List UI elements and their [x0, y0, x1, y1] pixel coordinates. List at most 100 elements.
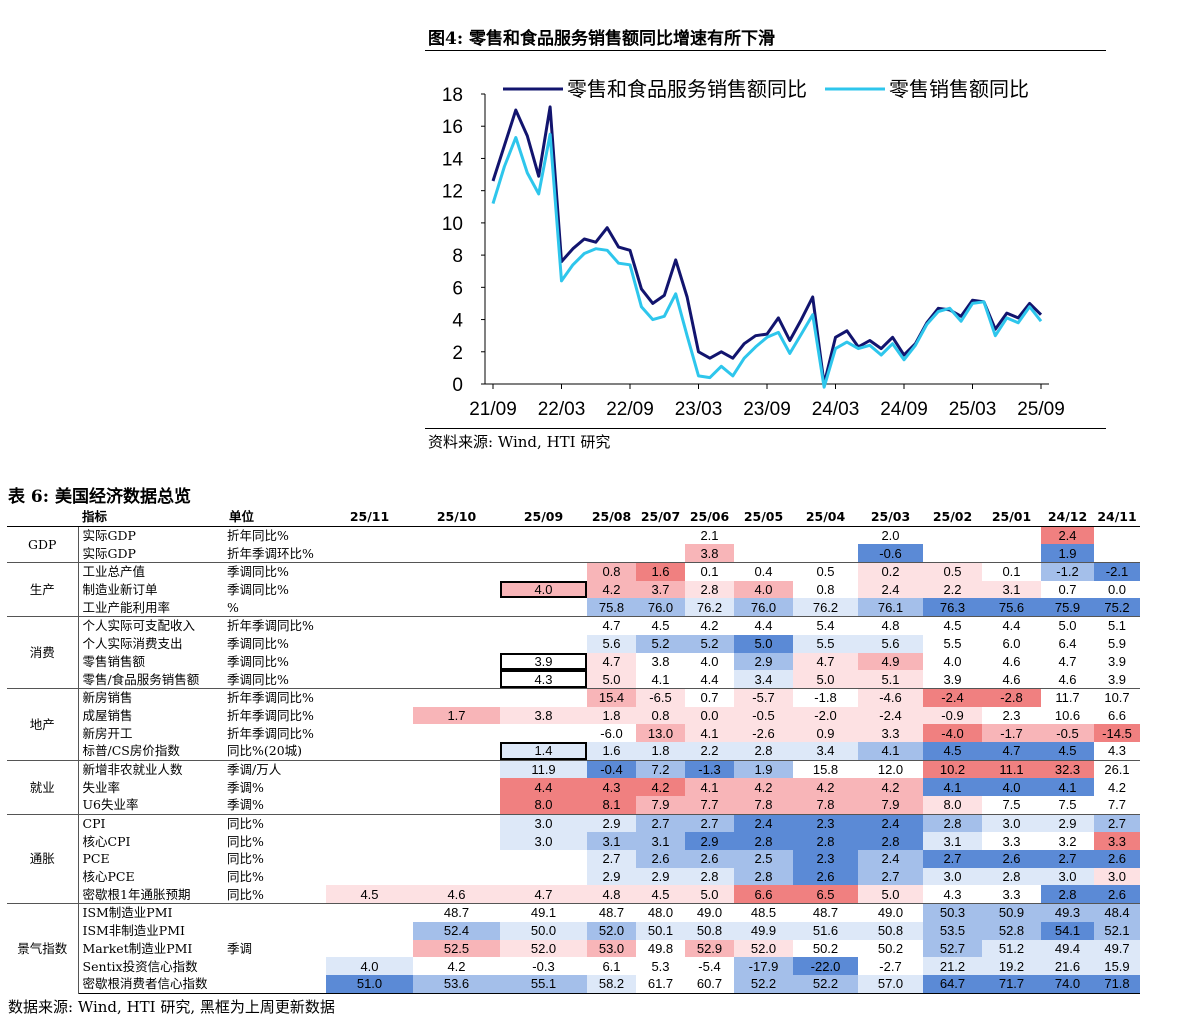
- value-cell: 48.7: [793, 903, 858, 922]
- unit-label: 季调%: [227, 779, 264, 795]
- value-cell: -0.3: [532, 958, 555, 974]
- value-cell: [500, 544, 587, 562]
- value-cell: 2.9: [587, 813, 636, 833]
- header-month: 25/10: [413, 508, 500, 527]
- value-cell: 6.1: [602, 958, 621, 974]
- value-cell: 4.5: [1041, 741, 1094, 761]
- value-cell: 19.2: [982, 957, 1041, 975]
- value-cell: [326, 525, 413, 545]
- value-cell: [326, 850, 413, 868]
- value-cell: 3.9: [500, 652, 587, 671]
- value-cell: 5.5: [943, 636, 962, 652]
- value-cell: 50.2: [812, 940, 839, 956]
- value-cell: 48.7: [587, 903, 636, 922]
- value-cell: [326, 778, 413, 796]
- value-cell: 3.1: [982, 580, 1041, 599]
- value-cell: [413, 581, 500, 599]
- value-cell: 48.4: [1094, 903, 1140, 922]
- table-row: 消费 个人实际可支配收入 折年季调同比% 4.7 4.5 4.2 4.4 5.4 4.8 4.5 4…: [7, 616, 1140, 689]
- unit-label: 季调同比%: [227, 653, 289, 669]
- value-cell: 50.8: [685, 921, 734, 940]
- value-cell: 5.0: [685, 885, 734, 904]
- table-row: Market制造业PMI 季调 52.5 52.0 53.0 49.8 52.9 52.0 50…: [7, 939, 1140, 958]
- indicator-name: ISM制造业PMI: [78, 903, 225, 922]
- value-cell: 49.4: [1041, 939, 1094, 958]
- value-cell: 52.9: [685, 939, 734, 958]
- value-cell: 6.5: [793, 885, 858, 904]
- value-cell: 3.1: [587, 832, 636, 851]
- value-cell: [413, 635, 500, 653]
- value-cell: 50.8: [858, 921, 923, 940]
- value-cell: 7.5: [1058, 797, 1077, 813]
- unit-label: 季调同比%: [227, 582, 289, 598]
- value-cell: [326, 903, 413, 922]
- category-label: 地产: [7, 687, 79, 761]
- chart-bottom-rule: [425, 428, 1106, 429]
- value-cell: 52.8: [982, 921, 1041, 940]
- value-cell: [413, 724, 500, 742]
- value-cell: 4.2: [685, 616, 734, 635]
- value-cell: 0.0: [1107, 582, 1127, 598]
- value-cell: 3.0: [500, 813, 587, 833]
- value-cell: 5.5: [793, 634, 858, 653]
- value-cell: 1.7: [413, 706, 500, 725]
- value-cell: 76.1: [858, 598, 923, 617]
- value-cell: -4.0: [923, 724, 982, 742]
- value-cell: 2.7: [587, 850, 636, 868]
- value-cell: 7.8: [793, 796, 858, 815]
- value-cell: [500, 598, 587, 616]
- value-cell: 4.8: [858, 616, 923, 635]
- value-cell: 2.3: [1002, 707, 1021, 723]
- value-cell: 4.0: [500, 580, 587, 599]
- category-label: 消费: [7, 616, 79, 689]
- value-cell: 4.2: [793, 778, 858, 796]
- value-cell: 4.6: [1058, 671, 1077, 687]
- value-cell: 6.4: [1058, 636, 1077, 652]
- value-cell: -0.5: [1041, 724, 1094, 742]
- table-row: PCE 同比% 2.7 2.6 2.6 2.5 2.3 2.4 2.7 2.6 2.7 2.6: [7, 850, 1140, 868]
- value-cell: 3.1: [636, 832, 685, 851]
- value-cell: 49.7: [1094, 939, 1140, 958]
- indicator-name: ISM非制造业PMI: [82, 923, 185, 939]
- unit-label: 折年同比%: [225, 525, 326, 545]
- table-row: ISM非制造业PMI 52.4 50.0 52.0 50.1 50.8 49.9 51.6 50…: [7, 921, 1140, 940]
- chart-title: 图4: 零售和食品服务销售额同比增速有所下滑: [428, 29, 776, 49]
- value-cell: 52.0: [734, 939, 793, 958]
- value-cell: 2.9: [587, 867, 636, 886]
- value-cell: -14.5: [1094, 724, 1140, 742]
- unit-label: 季调/万人: [225, 759, 326, 779]
- x-tick-label: 23/03: [675, 399, 723, 420]
- value-cell: 51.6: [793, 921, 858, 940]
- value-cell: 3.3: [1002, 886, 1021, 902]
- value-cell: -0.6: [858, 544, 923, 563]
- indicator-name: 密歇根消费者信心指数: [78, 974, 225, 994]
- value-cell: [326, 616, 413, 635]
- value-cell: 4.6: [1002, 653, 1021, 669]
- unit-label: [225, 957, 326, 975]
- value-cell: 1.8: [587, 706, 636, 725]
- unit-label: 折年季调同比%: [227, 725, 314, 741]
- value-cell: 4.3: [587, 778, 636, 796]
- value-cell: 49.9: [734, 921, 793, 940]
- value-cell: 3.4: [793, 741, 858, 761]
- value-cell: 2.3: [793, 850, 858, 868]
- value-cell: 12.0: [858, 759, 923, 779]
- value-cell: [326, 922, 413, 940]
- value-cell: -2.7: [879, 958, 902, 974]
- x-tick-label: 21/09: [469, 399, 517, 420]
- value-cell: 0.4: [734, 562, 793, 581]
- indicator-name: 核心CPI: [82, 833, 131, 849]
- value-cell: 52.4: [413, 921, 500, 940]
- header-category: [7, 508, 78, 527]
- value-cell: 4.1: [685, 724, 734, 742]
- value-cell: 4.1: [858, 741, 923, 761]
- value-cell: [500, 616, 587, 635]
- value-cell: 2.2: [923, 580, 982, 599]
- value-cell: 52.2: [734, 974, 793, 994]
- value-cell: [413, 868, 500, 886]
- series-line-1: [491, 105, 1043, 386]
- value-cell: 3.0: [500, 832, 587, 851]
- value-cell: [793, 544, 858, 562]
- value-cell: 7.5: [1002, 797, 1021, 813]
- value-cell: 3.9: [1107, 653, 1127, 669]
